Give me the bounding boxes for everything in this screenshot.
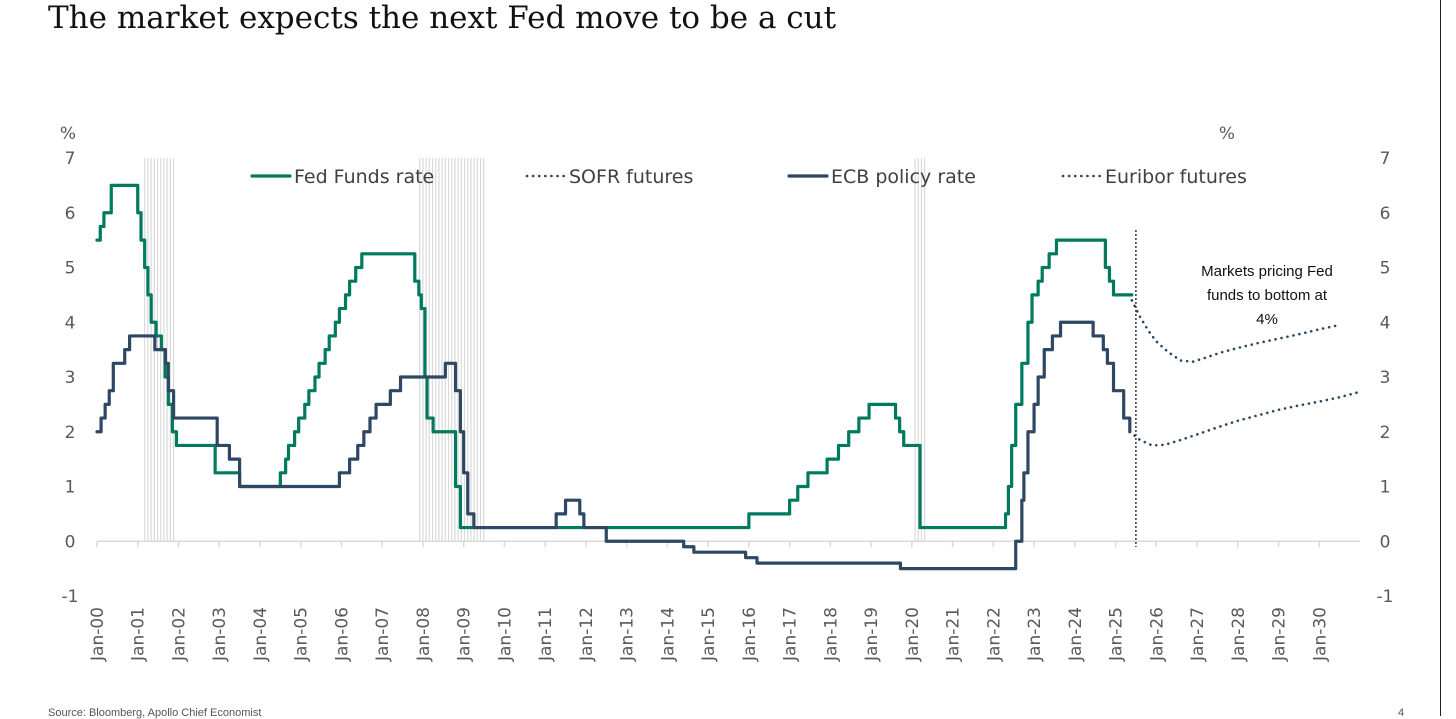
x-tick-label: Jan-02 <box>169 607 189 662</box>
x-tick-label: Jan-30 <box>1310 607 1330 662</box>
x-tick-label: Jan-03 <box>210 607 230 662</box>
legend-item: ECB policy rate <box>787 166 976 188</box>
ecb-policy-rate-line <box>95 320 1132 571</box>
x-tick-label: Jan-05 <box>292 607 312 662</box>
y-tick-left: 5 <box>65 259 76 279</box>
y-tick-right: 4 <box>1380 313 1391 333</box>
y-tick-right: 3 <box>1380 368 1391 388</box>
x-tick-label: Jan-21 <box>944 607 964 662</box>
y-tick-right: -1 <box>1377 587 1394 607</box>
x-tick-label: Jan-04 <box>251 607 271 662</box>
x-tick-label: Jan-26 <box>1147 607 1167 662</box>
axes <box>96 230 1360 548</box>
y-tick-left: -1 <box>62 587 79 607</box>
x-tick-label: Jan-24 <box>1066 607 1086 662</box>
y-tick-left: 2 <box>65 423 76 443</box>
x-tick-label: Jan-15 <box>699 607 719 662</box>
x-tick-label: Jan-07 <box>373 607 393 662</box>
page-edge-rule <box>1440 0 1441 716</box>
x-tick-label: Jan-10 <box>495 607 515 662</box>
x-tick-label: Jan-19 <box>862 607 882 662</box>
y-tick-right: 5 <box>1380 259 1391 279</box>
y-tick-right: 7 <box>1380 149 1391 169</box>
sofr-futures-line <box>1130 299 1341 363</box>
x-tick-label: Jan-20 <box>903 607 923 662</box>
y-tick-right: 0 <box>1380 532 1391 552</box>
x-tick-label: Jan-25 <box>1107 607 1127 662</box>
y-tick-right: 1 <box>1380 478 1391 498</box>
annotation-line: 4% <box>1256 311 1278 328</box>
x-tick-label: Jan-28 <box>1229 607 1249 662</box>
legend-label: ECB policy rate <box>831 166 976 188</box>
y-tick-left: 0 <box>65 532 76 552</box>
euribor-futures-line <box>1128 391 1360 447</box>
x-tick-label: Jan-12 <box>577 607 597 662</box>
x-tick-label: Jan-22 <box>984 607 1004 662</box>
y-unit-right: % <box>1219 124 1235 144</box>
recession-band <box>419 158 485 542</box>
x-tick-label: Jan-01 <box>129 607 149 662</box>
y-tick-left: 4 <box>65 313 76 333</box>
x-tick-label: Jan-00 <box>88 607 108 662</box>
x-tick-label: Jan-16 <box>740 607 760 662</box>
y-tick-left: 7 <box>65 149 76 169</box>
page-number: 4 <box>1398 707 1405 719</box>
legend-item: Euribor futures <box>1061 166 1247 188</box>
x-tick-label: Jan-13 <box>618 607 638 662</box>
x-tick-label: Jan-06 <box>332 607 352 662</box>
series-lines <box>95 183 1360 571</box>
y-tick-left: 1 <box>65 478 76 498</box>
y-unit-left: % <box>60 124 76 144</box>
annotation: Markets pricing Fed funds to bottom at 4% <box>1201 263 1333 328</box>
y-tick-right: 6 <box>1380 204 1391 224</box>
x-tick-label: Jan-18 <box>821 607 841 662</box>
x-tick-label: Jan-11 <box>536 607 556 662</box>
annotation-line: funds to bottom at <box>1207 287 1328 304</box>
x-tick-label: Jan-29 <box>1270 607 1290 662</box>
legend-label: SOFR futures <box>569 166 693 188</box>
legend-label: Euribor futures <box>1105 166 1247 188</box>
y-tick-left: 3 <box>65 368 76 388</box>
x-tick-label: Jan-09 <box>455 607 475 662</box>
x-tick-label: Jan-27 <box>1188 607 1208 662</box>
axis-labels: -1 -1 0 0 1 1 2 2 3 3 4 4 5 5 6 6 7 7% % Jan-00 Jan-01 Jan-02… <box>60 124 1394 662</box>
recession-shading <box>144 158 926 542</box>
x-tick-label: Jan-23 <box>1025 607 1045 662</box>
legend-label: Fed Funds rate <box>294 166 434 188</box>
page-title: The market expects the next Fed move to … <box>48 0 837 36</box>
x-tick-label: Jan-14 <box>658 607 678 662</box>
x-tick-label: Jan-08 <box>414 607 434 662</box>
legend: Fed Funds rate SOFR futures ECB policy rat… <box>250 166 1247 188</box>
fed-funds-rate-line <box>95 183 1134 530</box>
legend-item: Fed Funds rate <box>250 166 434 188</box>
y-tick-left: 6 <box>65 204 76 224</box>
source-note: Source: Bloomberg, Apollo Chief Economis… <box>48 707 262 719</box>
annotation-line: Markets pricing Fed <box>1201 263 1333 280</box>
legend-item: SOFR futures <box>525 166 693 188</box>
y-tick-right: 2 <box>1380 423 1391 443</box>
x-tick-label: Jan-17 <box>781 607 801 662</box>
